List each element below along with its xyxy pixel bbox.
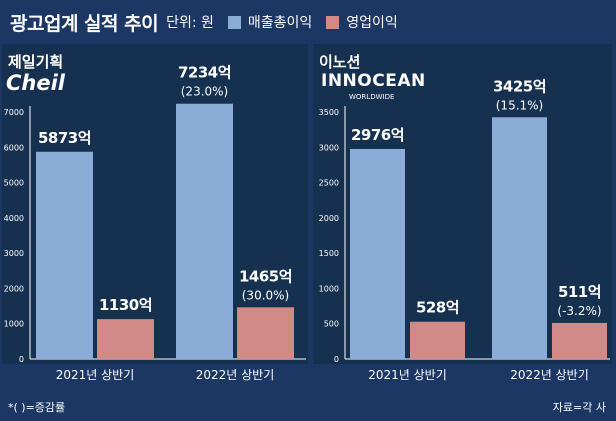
y-tick-label: 0 <box>19 355 24 364</box>
bar-gross-profit <box>176 103 233 360</box>
company-name-innocean: 이노션 <box>319 53 360 71</box>
change-label: (-3.2%) <box>557 304 601 318</box>
y-tick-label: 7000 <box>4 108 24 117</box>
innocean-logo-subtitle: WORLDWIDE <box>349 93 394 101</box>
y-tick-label: 5000 <box>4 179 24 188</box>
y-tick-label: 2000 <box>4 284 24 293</box>
y-tick-label: 6000 <box>4 143 24 152</box>
data-label: 511억 <box>558 283 601 301</box>
data-label: 7234억 <box>178 64 231 82</box>
change-label: (30.0%) <box>242 288 289 302</box>
x-category-label: 2022년 상반기 <box>196 368 275 382</box>
innocean-logo: INNOCEAN <box>321 71 426 91</box>
y-tick-label: 1500 <box>319 249 339 258</box>
y-tick-label: 0 <box>334 355 339 364</box>
x-category-label: 2021년 상반기 <box>368 368 447 382</box>
y-tick-label: 3000 <box>4 249 24 258</box>
chart-title: 광고업계 실적 추이 <box>10 12 159 35</box>
y-tick-label: 1000 <box>4 320 24 329</box>
y-tick-label: 1000 <box>319 284 339 293</box>
bar-gross-profit <box>36 151 93 359</box>
header: 광고업계 실적 추이 단위: 원 매출총이익 영업이익 <box>10 8 398 36</box>
x-category-label: 2022년 상반기 <box>510 368 589 382</box>
data-label: 5873억 <box>38 129 91 147</box>
y-tick-label: 2000 <box>319 214 339 223</box>
bar-operating-profit <box>410 321 465 359</box>
legend-swatch-gross-profit <box>227 15 241 29</box>
company-name-cheil: 제일기획 <box>8 53 63 71</box>
source-note: 자료=각 사 <box>552 401 606 414</box>
bar-operating-profit <box>97 319 154 359</box>
data-label: 3425억 <box>493 77 546 95</box>
bar-gross-profit <box>492 117 547 360</box>
data-label: 1465억 <box>239 267 292 285</box>
unit-label: 단위: 원 <box>166 15 214 31</box>
data-label: 528억 <box>416 299 459 317</box>
y-tick-label: 2500 <box>319 179 339 188</box>
legend-item-operating-profit: 영업이익 <box>326 12 398 32</box>
y-tick-label: 500 <box>324 320 339 329</box>
cheil-logo: Cheil <box>6 71 66 95</box>
legend-label-operating-profit: 영업이익 <box>346 15 398 31</box>
legend-item-gross-profit: 매출총이익 <box>227 12 313 32</box>
bar-operating-profit <box>552 322 607 359</box>
x-category-label: 2021년 상반기 <box>56 368 135 382</box>
legend-swatch-operating-profit <box>326 15 340 29</box>
change-label: (23.0%) <box>181 85 228 99</box>
change-label: (15.1%) <box>496 98 543 112</box>
y-tick-label: 4000 <box>4 214 24 223</box>
data-label: 1130억 <box>99 296 152 314</box>
legend-label-gross-profit: 매출총이익 <box>247 15 313 31</box>
footnote: *( )=증감률 <box>8 401 66 414</box>
y-tick-label: 3000 <box>319 143 339 152</box>
y-tick-label: 3500 <box>319 108 339 117</box>
data-label: 2976억 <box>351 126 404 144</box>
bar-gross-profit <box>350 148 405 359</box>
bar-operating-profit <box>237 307 294 359</box>
